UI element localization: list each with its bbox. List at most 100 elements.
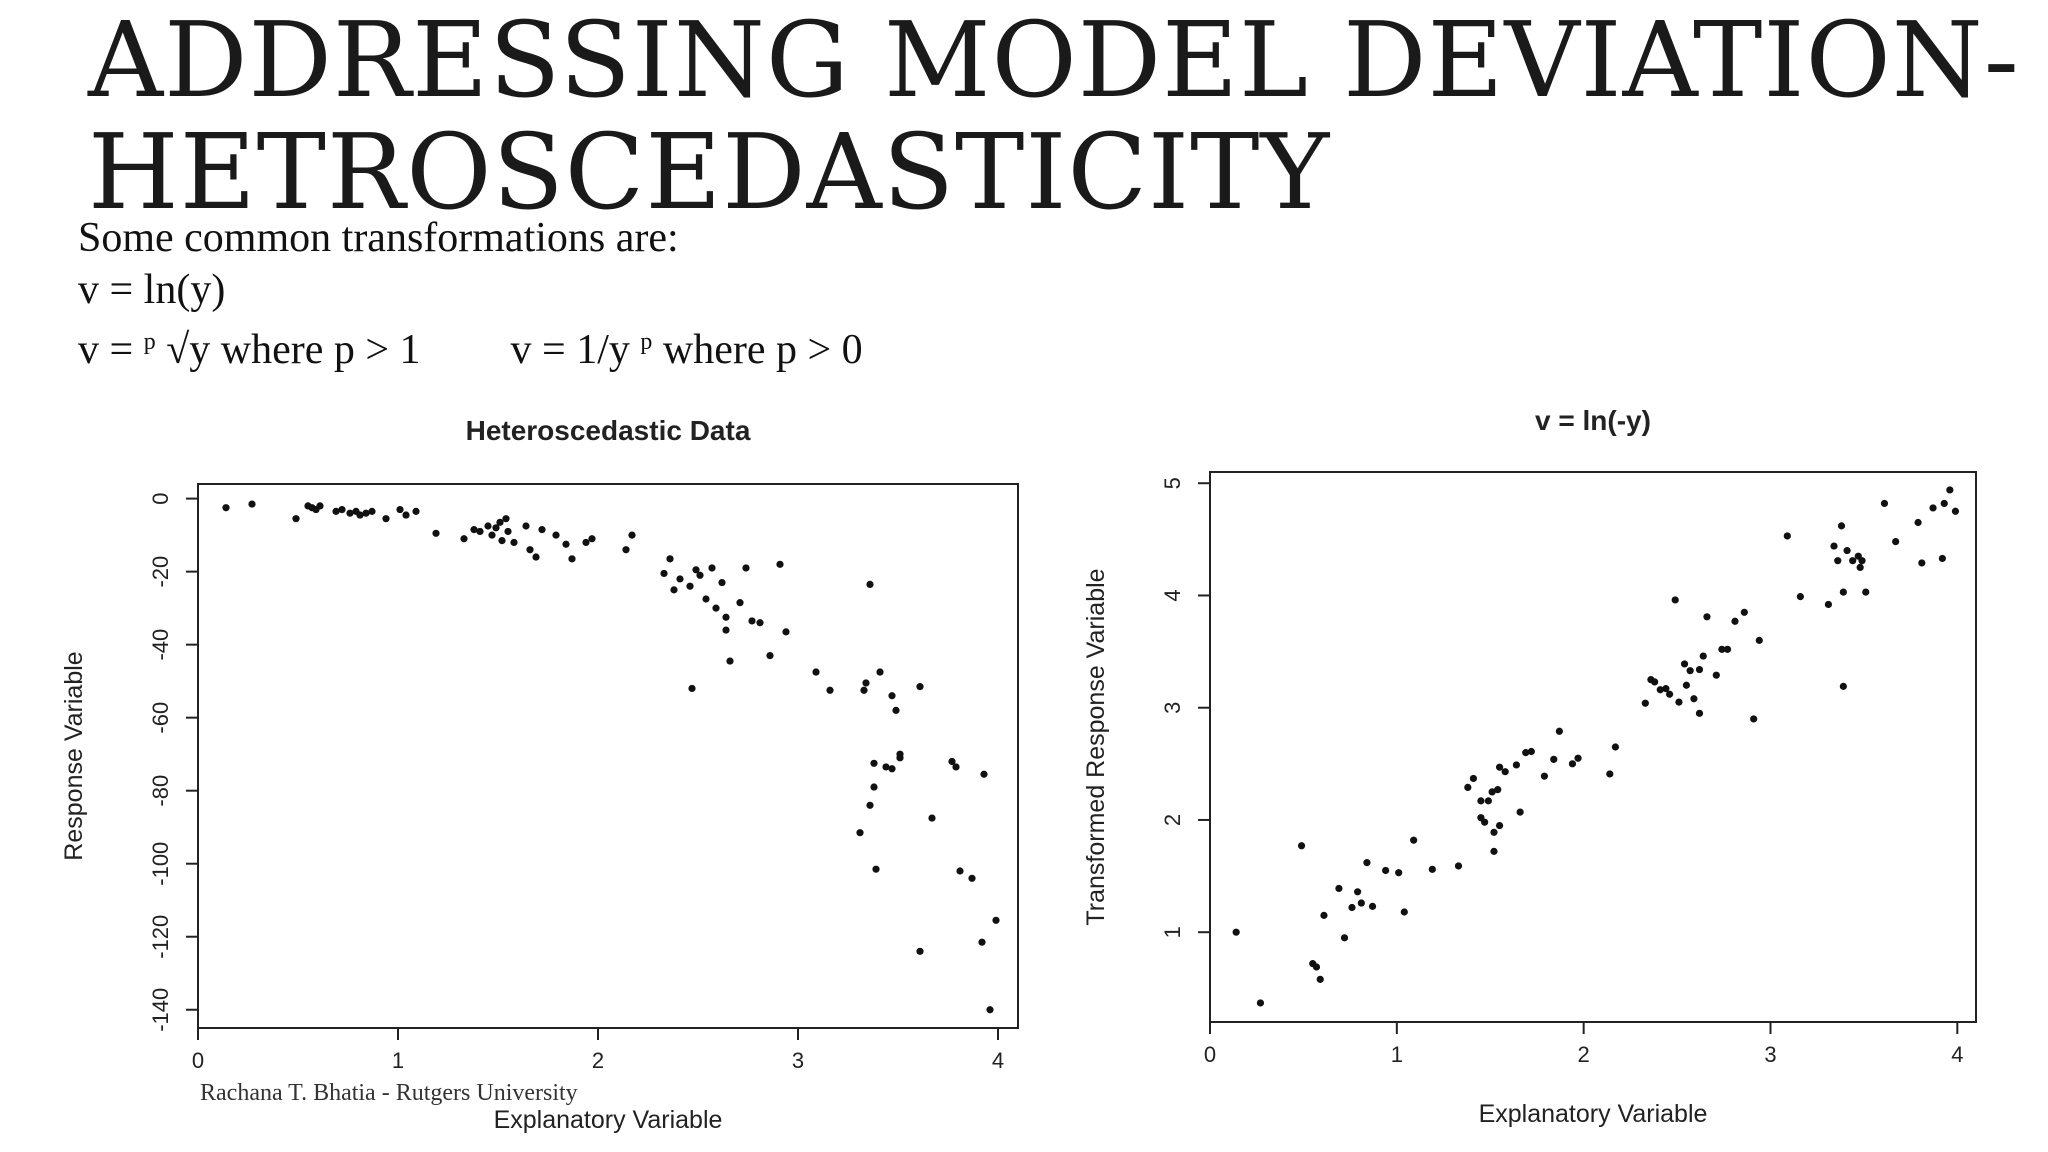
data-point (402, 511, 410, 519)
chart-1: Heteroscedastic Data Explanatory Variable… (60, 415, 1019, 1134)
data-point (670, 586, 678, 594)
data-point (1641, 699, 1649, 707)
data-point (862, 679, 870, 687)
data-point (1834, 557, 1842, 565)
y-tick-label: -120 (148, 915, 173, 959)
data-point (1495, 821, 1504, 830)
data-point (568, 555, 576, 563)
data-point (726, 657, 734, 665)
y-tick-label: -80 (148, 775, 173, 807)
data-point (882, 763, 890, 771)
data-point (692, 566, 700, 574)
x-tick-label: 1 (1391, 1042, 1403, 1067)
data-point (1703, 613, 1711, 621)
data-point (1555, 727, 1563, 735)
data-point (1740, 608, 1748, 616)
data-point (562, 540, 570, 548)
data-point (1686, 667, 1694, 675)
data-point (1477, 814, 1485, 822)
data-point (1929, 504, 1937, 512)
data-point (538, 526, 546, 534)
data-point (338, 505, 346, 514)
data-point (1540, 772, 1549, 780)
data-point (1750, 715, 1758, 723)
transform-ln: v = ln(y) (78, 267, 226, 313)
data-point (1755, 636, 1763, 644)
data-point (1839, 682, 1847, 690)
y-tick-label: -40 (148, 629, 173, 661)
data-point (526, 546, 534, 554)
data-point (496, 518, 504, 526)
data-point (1568, 760, 1577, 768)
data-point (1335, 884, 1343, 893)
x-axis-label: Explanatory Variable (494, 1106, 723, 1134)
data-point (470, 526, 478, 534)
data-point (1951, 507, 1960, 515)
data-point (1400, 908, 1408, 916)
data-point (956, 867, 964, 875)
transform-reciprocal-suffix: where p > 0 (652, 327, 863, 373)
data-point (1363, 859, 1371, 867)
data-point (1946, 486, 1954, 494)
data-point (1695, 709, 1704, 717)
data-point (722, 626, 730, 634)
data-point (1512, 761, 1520, 769)
data-point (1522, 749, 1530, 757)
y-tick-label: 5 (1160, 477, 1185, 489)
data-point (382, 515, 390, 523)
data-point (1662, 685, 1670, 693)
data-point (1849, 557, 1857, 565)
data-point (666, 555, 674, 563)
data-point (498, 536, 506, 545)
data-point (870, 783, 878, 791)
transform-root-sup: p (143, 329, 156, 355)
data-point (1297, 842, 1306, 850)
y-tick-label: -140 (148, 988, 173, 1032)
data-point (368, 507, 376, 515)
data-point (622, 546, 630, 554)
data-point (582, 538, 590, 547)
data-point (1256, 999, 1265, 1007)
data-point (1550, 755, 1558, 763)
intro-text: Some common transformations are: (78, 215, 679, 261)
data-point (588, 535, 596, 543)
x-tick-label: 3 (792, 1048, 804, 1073)
data-point (476, 527, 484, 536)
data-point (1839, 588, 1847, 596)
data-point (748, 617, 756, 625)
transform-reciprocal-sup: p (640, 329, 653, 355)
y-tick-label: -20 (148, 556, 173, 588)
chart-title: v = ln(-y) (1535, 405, 1651, 436)
data-point (1651, 678, 1659, 686)
data-point (1718, 645, 1726, 653)
x-tick-label: 2 (592, 1048, 604, 1073)
data-point (1690, 695, 1698, 703)
data-point (888, 692, 896, 700)
data-point (1783, 532, 1791, 540)
chart-title: Heteroscedastic Data (466, 415, 751, 446)
data-point (1606, 770, 1614, 778)
data-point (1348, 903, 1356, 912)
data-point (1880, 499, 1889, 508)
data-point (1428, 865, 1436, 873)
data-point (356, 511, 364, 519)
data-point (1454, 862, 1463, 870)
data-point (876, 668, 884, 676)
data-point (676, 575, 684, 583)
data-point (1830, 542, 1838, 550)
x-tick-label: 2 (1578, 1042, 1590, 1067)
data-point (1312, 963, 1321, 971)
data-point (1611, 743, 1620, 751)
data-point (1723, 645, 1732, 653)
x-axis-label: Explanatory Variable (1479, 1100, 1708, 1128)
data-point (742, 564, 750, 572)
data-point (460, 535, 468, 543)
data-point (1862, 588, 1870, 596)
data-point (484, 522, 492, 530)
data-point (492, 524, 500, 532)
slide-title-line-1: ADDRESSING MODEL DEVIATION- (88, 0, 2020, 121)
data-point (292, 515, 300, 523)
plot-frame (197, 483, 1019, 1029)
data-point (888, 765, 896, 773)
